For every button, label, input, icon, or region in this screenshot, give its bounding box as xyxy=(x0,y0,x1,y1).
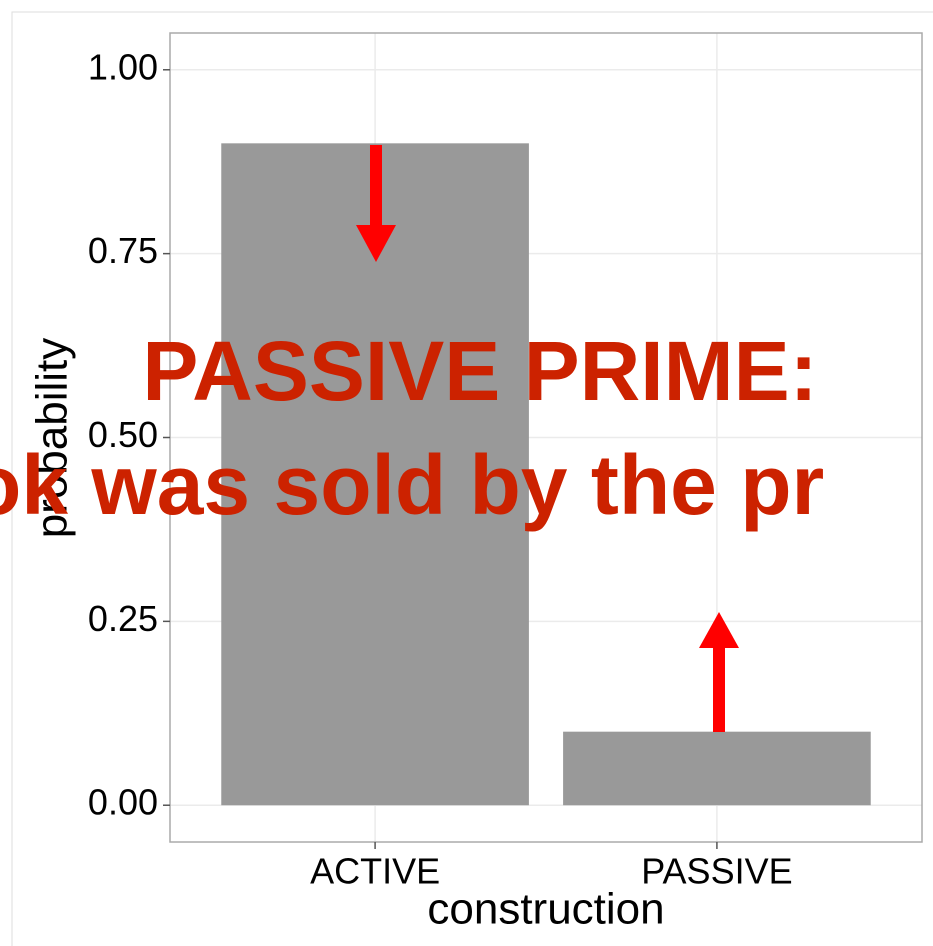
axes: 0.00 0.25 0.50 0.75 1.00 ACTIVE PASSIVE xyxy=(88,46,793,891)
y-tick-label: 0.00 xyxy=(88,782,158,823)
y-tick-label: 0.50 xyxy=(88,414,158,455)
frame xyxy=(11,11,933,946)
y-axis-label: probability xyxy=(28,338,77,539)
x-axis-label: construction xyxy=(427,885,664,934)
arrows xyxy=(356,145,739,732)
x-tick-label: PASSIVE xyxy=(641,851,792,892)
arrowhead xyxy=(699,612,739,648)
y-tick-label: 0.75 xyxy=(88,230,158,271)
x-tick-label: ACTIVE xyxy=(310,851,440,892)
y-tick-label: 0.25 xyxy=(88,598,158,639)
annotation: PASSIVE PRIME: xyxy=(142,324,817,418)
annotation: ok was sold by the pr xyxy=(0,438,824,532)
bar xyxy=(563,731,871,806)
arrowhead xyxy=(356,225,396,262)
y-tick-label: 1.00 xyxy=(88,46,158,87)
